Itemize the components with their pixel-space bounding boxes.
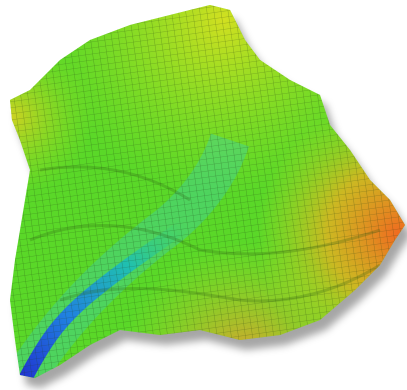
page	[0, 0, 407, 390]
terrain-mesh-image	[0, 0, 407, 390]
